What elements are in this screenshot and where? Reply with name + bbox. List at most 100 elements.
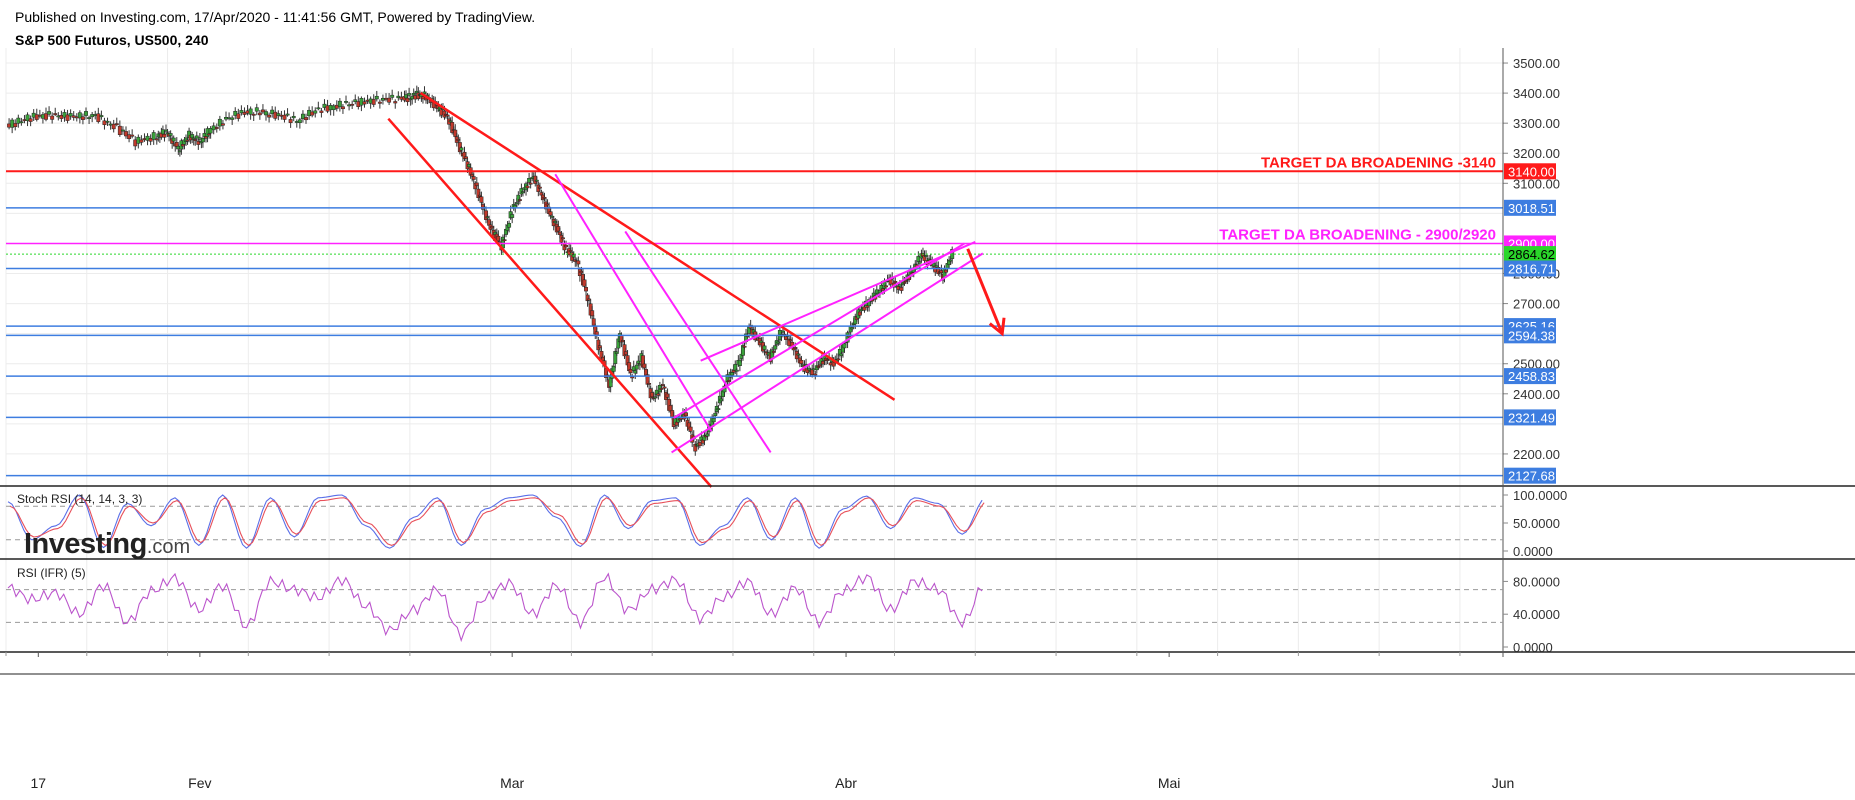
level-annotation: TARGET DA BROADENING -3140	[1261, 154, 1496, 171]
candle-up	[716, 408, 721, 410]
candle-down	[517, 199, 522, 201]
price-axis-label: 3500.00	[1513, 56, 1560, 71]
candles-group	[7, 85, 955, 456]
price-level-label: 2864.62	[1508, 247, 1555, 262]
price-level-badge	[1504, 246, 1556, 263]
price-level-label: 2594.38	[1508, 328, 1555, 343]
logo-main-text: Investing	[24, 528, 147, 560]
candle-down	[282, 114, 287, 120]
price-level-label: 3140.00	[1508, 164, 1555, 179]
candle-up	[611, 366, 616, 372]
candle-down	[220, 123, 225, 126]
candle-up	[374, 95, 379, 100]
rsi-axis-label: 40.0000	[1513, 607, 1560, 622]
candle-up	[190, 134, 195, 139]
candle-down	[564, 244, 568, 248]
candle-up	[230, 117, 235, 120]
candle-up	[737, 359, 742, 366]
candle-up	[248, 108, 253, 115]
trendline	[419, 92, 896, 401]
price-level-badge	[1504, 163, 1556, 180]
candle-up	[151, 132, 156, 140]
candle-up	[613, 351, 618, 364]
down-arrow-shaft	[966, 248, 1004, 335]
candle-up	[773, 345, 778, 350]
candle-down	[236, 113, 241, 119]
candle-up	[510, 214, 515, 218]
candle-up	[254, 107, 259, 112]
candle-down	[899, 287, 904, 291]
time-axis-label: Abr	[835, 775, 857, 791]
candle-down	[582, 279, 587, 287]
candle-up	[734, 369, 739, 372]
candle-down	[688, 426, 693, 432]
candle-down	[267, 114, 272, 118]
candle-down	[387, 97, 392, 103]
candle-down	[884, 285, 888, 288]
candle-down	[594, 331, 599, 336]
candle-down	[836, 358, 841, 361]
candle-down	[474, 182, 479, 186]
candle-down	[537, 186, 542, 189]
trendline	[387, 117, 713, 488]
price-level-label: 2458.83	[1508, 369, 1555, 384]
candle-up	[239, 110, 244, 114]
candle-down	[127, 134, 132, 140]
candle-up	[19, 121, 24, 124]
rsi-title: RSI (IFR) (5)	[17, 566, 86, 580]
time-axis-label: Mai	[1158, 775, 1181, 791]
level-annotation: TARGET DA BROADENING - 2900/2920	[1219, 226, 1496, 243]
candle-down	[310, 111, 315, 116]
candle-down	[548, 211, 553, 216]
candle-up	[233, 110, 238, 116]
candle-up	[534, 179, 539, 182]
rsi-series-line	[7, 572, 983, 643]
trendline	[624, 230, 772, 453]
candle-down	[561, 237, 565, 240]
price-level-badge	[1504, 409, 1556, 426]
price-level-label: 2816.71	[1508, 261, 1555, 276]
candle-down	[464, 156, 468, 159]
candle-up	[120, 129, 125, 132]
candle-up	[711, 418, 716, 423]
logo-suffix-text: .com	[146, 536, 191, 558]
candle-up	[762, 345, 767, 350]
candle-up	[87, 117, 92, 119]
candle-up	[313, 110, 318, 114]
candle-up	[194, 135, 199, 139]
time-axis-label: Mar	[500, 775, 524, 791]
candle-down	[304, 117, 308, 121]
price-level-badge	[1504, 260, 1556, 277]
candle-down	[111, 123, 116, 130]
candle-down	[542, 196, 547, 199]
candle-up	[171, 137, 176, 142]
price-level-label: 3018.51	[1508, 201, 1555, 216]
publish-info: Published on Investing.com, 17/Apr/2020 …	[15, 9, 536, 25]
candle-up	[850, 327, 855, 330]
candle-down	[591, 318, 596, 326]
candle-down	[799, 359, 804, 364]
candle-down	[319, 110, 324, 113]
price-level-badge	[1504, 327, 1556, 344]
candle-up	[634, 364, 639, 370]
candle-down	[445, 114, 450, 117]
price-level-label: 2321.49	[1508, 410, 1555, 425]
candle-down	[862, 306, 867, 311]
candle-up	[353, 99, 358, 102]
investing-logo: Investing.com	[24, 528, 190, 561]
stoch-series-line	[7, 494, 983, 549]
candle-down	[50, 115, 55, 120]
candle-down	[393, 101, 398, 104]
candle-down	[214, 127, 219, 129]
candle-down	[80, 116, 85, 120]
stoch-axis-label: 100.0000	[1513, 488, 1567, 503]
candle-down	[13, 123, 18, 128]
candle-down	[697, 442, 702, 447]
price-axis-label: 3300.00	[1513, 116, 1560, 131]
candle-up	[77, 112, 82, 119]
price-axis-label: 3100.00	[1513, 176, 1560, 191]
candle-up	[390, 94, 395, 98]
candle-up	[300, 113, 305, 119]
candle-down	[362, 101, 367, 105]
